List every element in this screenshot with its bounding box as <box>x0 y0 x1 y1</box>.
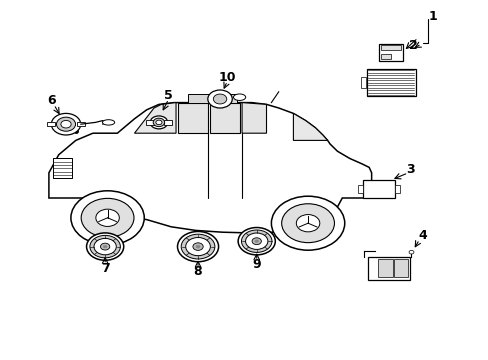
Bar <box>357 185 362 193</box>
Polygon shape <box>210 103 239 133</box>
Ellipse shape <box>102 120 114 125</box>
Text: 8: 8 <box>193 265 202 278</box>
Circle shape <box>57 117 76 131</box>
Circle shape <box>153 118 164 127</box>
Text: 10: 10 <box>218 71 236 84</box>
Text: 9: 9 <box>252 258 261 271</box>
Circle shape <box>71 191 144 245</box>
Circle shape <box>101 243 109 250</box>
Circle shape <box>94 238 116 255</box>
Bar <box>377 259 392 277</box>
Text: 5: 5 <box>164 89 173 102</box>
Bar <box>53 158 72 178</box>
Polygon shape <box>134 103 176 133</box>
Polygon shape <box>49 103 371 233</box>
Circle shape <box>213 94 226 104</box>
Text: 6: 6 <box>47 94 56 107</box>
Circle shape <box>177 231 218 262</box>
Ellipse shape <box>233 94 245 100</box>
Circle shape <box>103 245 107 248</box>
Circle shape <box>238 228 275 255</box>
Bar <box>47 122 55 126</box>
Text: 2: 2 <box>408 39 417 51</box>
Bar <box>146 120 154 125</box>
Bar <box>381 45 400 50</box>
Polygon shape <box>293 113 327 140</box>
Circle shape <box>271 196 344 250</box>
Bar <box>366 69 415 96</box>
Circle shape <box>156 120 162 125</box>
Circle shape <box>245 233 267 249</box>
Text: 3: 3 <box>406 163 414 176</box>
Bar <box>360 77 365 88</box>
Bar <box>367 256 409 280</box>
Bar <box>393 259 407 277</box>
Circle shape <box>61 120 71 128</box>
Circle shape <box>196 245 200 248</box>
Bar <box>188 94 237 103</box>
Bar <box>381 54 390 59</box>
Circle shape <box>252 238 261 245</box>
Text: 7: 7 <box>101 262 109 275</box>
Circle shape <box>207 90 232 108</box>
Bar <box>77 122 84 126</box>
Polygon shape <box>242 103 266 133</box>
Circle shape <box>150 116 167 129</box>
Circle shape <box>51 113 81 135</box>
Circle shape <box>254 240 258 243</box>
Circle shape <box>296 215 319 232</box>
Circle shape <box>86 233 123 260</box>
Bar <box>394 185 399 193</box>
Text: 1: 1 <box>427 10 436 23</box>
Circle shape <box>96 209 119 226</box>
Circle shape <box>185 238 210 256</box>
Bar <box>163 120 171 125</box>
Bar <box>362 180 394 198</box>
Text: 4: 4 <box>418 229 427 242</box>
Bar <box>379 44 402 61</box>
Circle shape <box>81 198 134 237</box>
Circle shape <box>181 234 214 259</box>
Circle shape <box>90 235 120 258</box>
Circle shape <box>408 251 413 254</box>
Circle shape <box>192 243 203 251</box>
Polygon shape <box>178 103 207 133</box>
Circle shape <box>241 230 271 252</box>
Circle shape <box>281 204 334 243</box>
